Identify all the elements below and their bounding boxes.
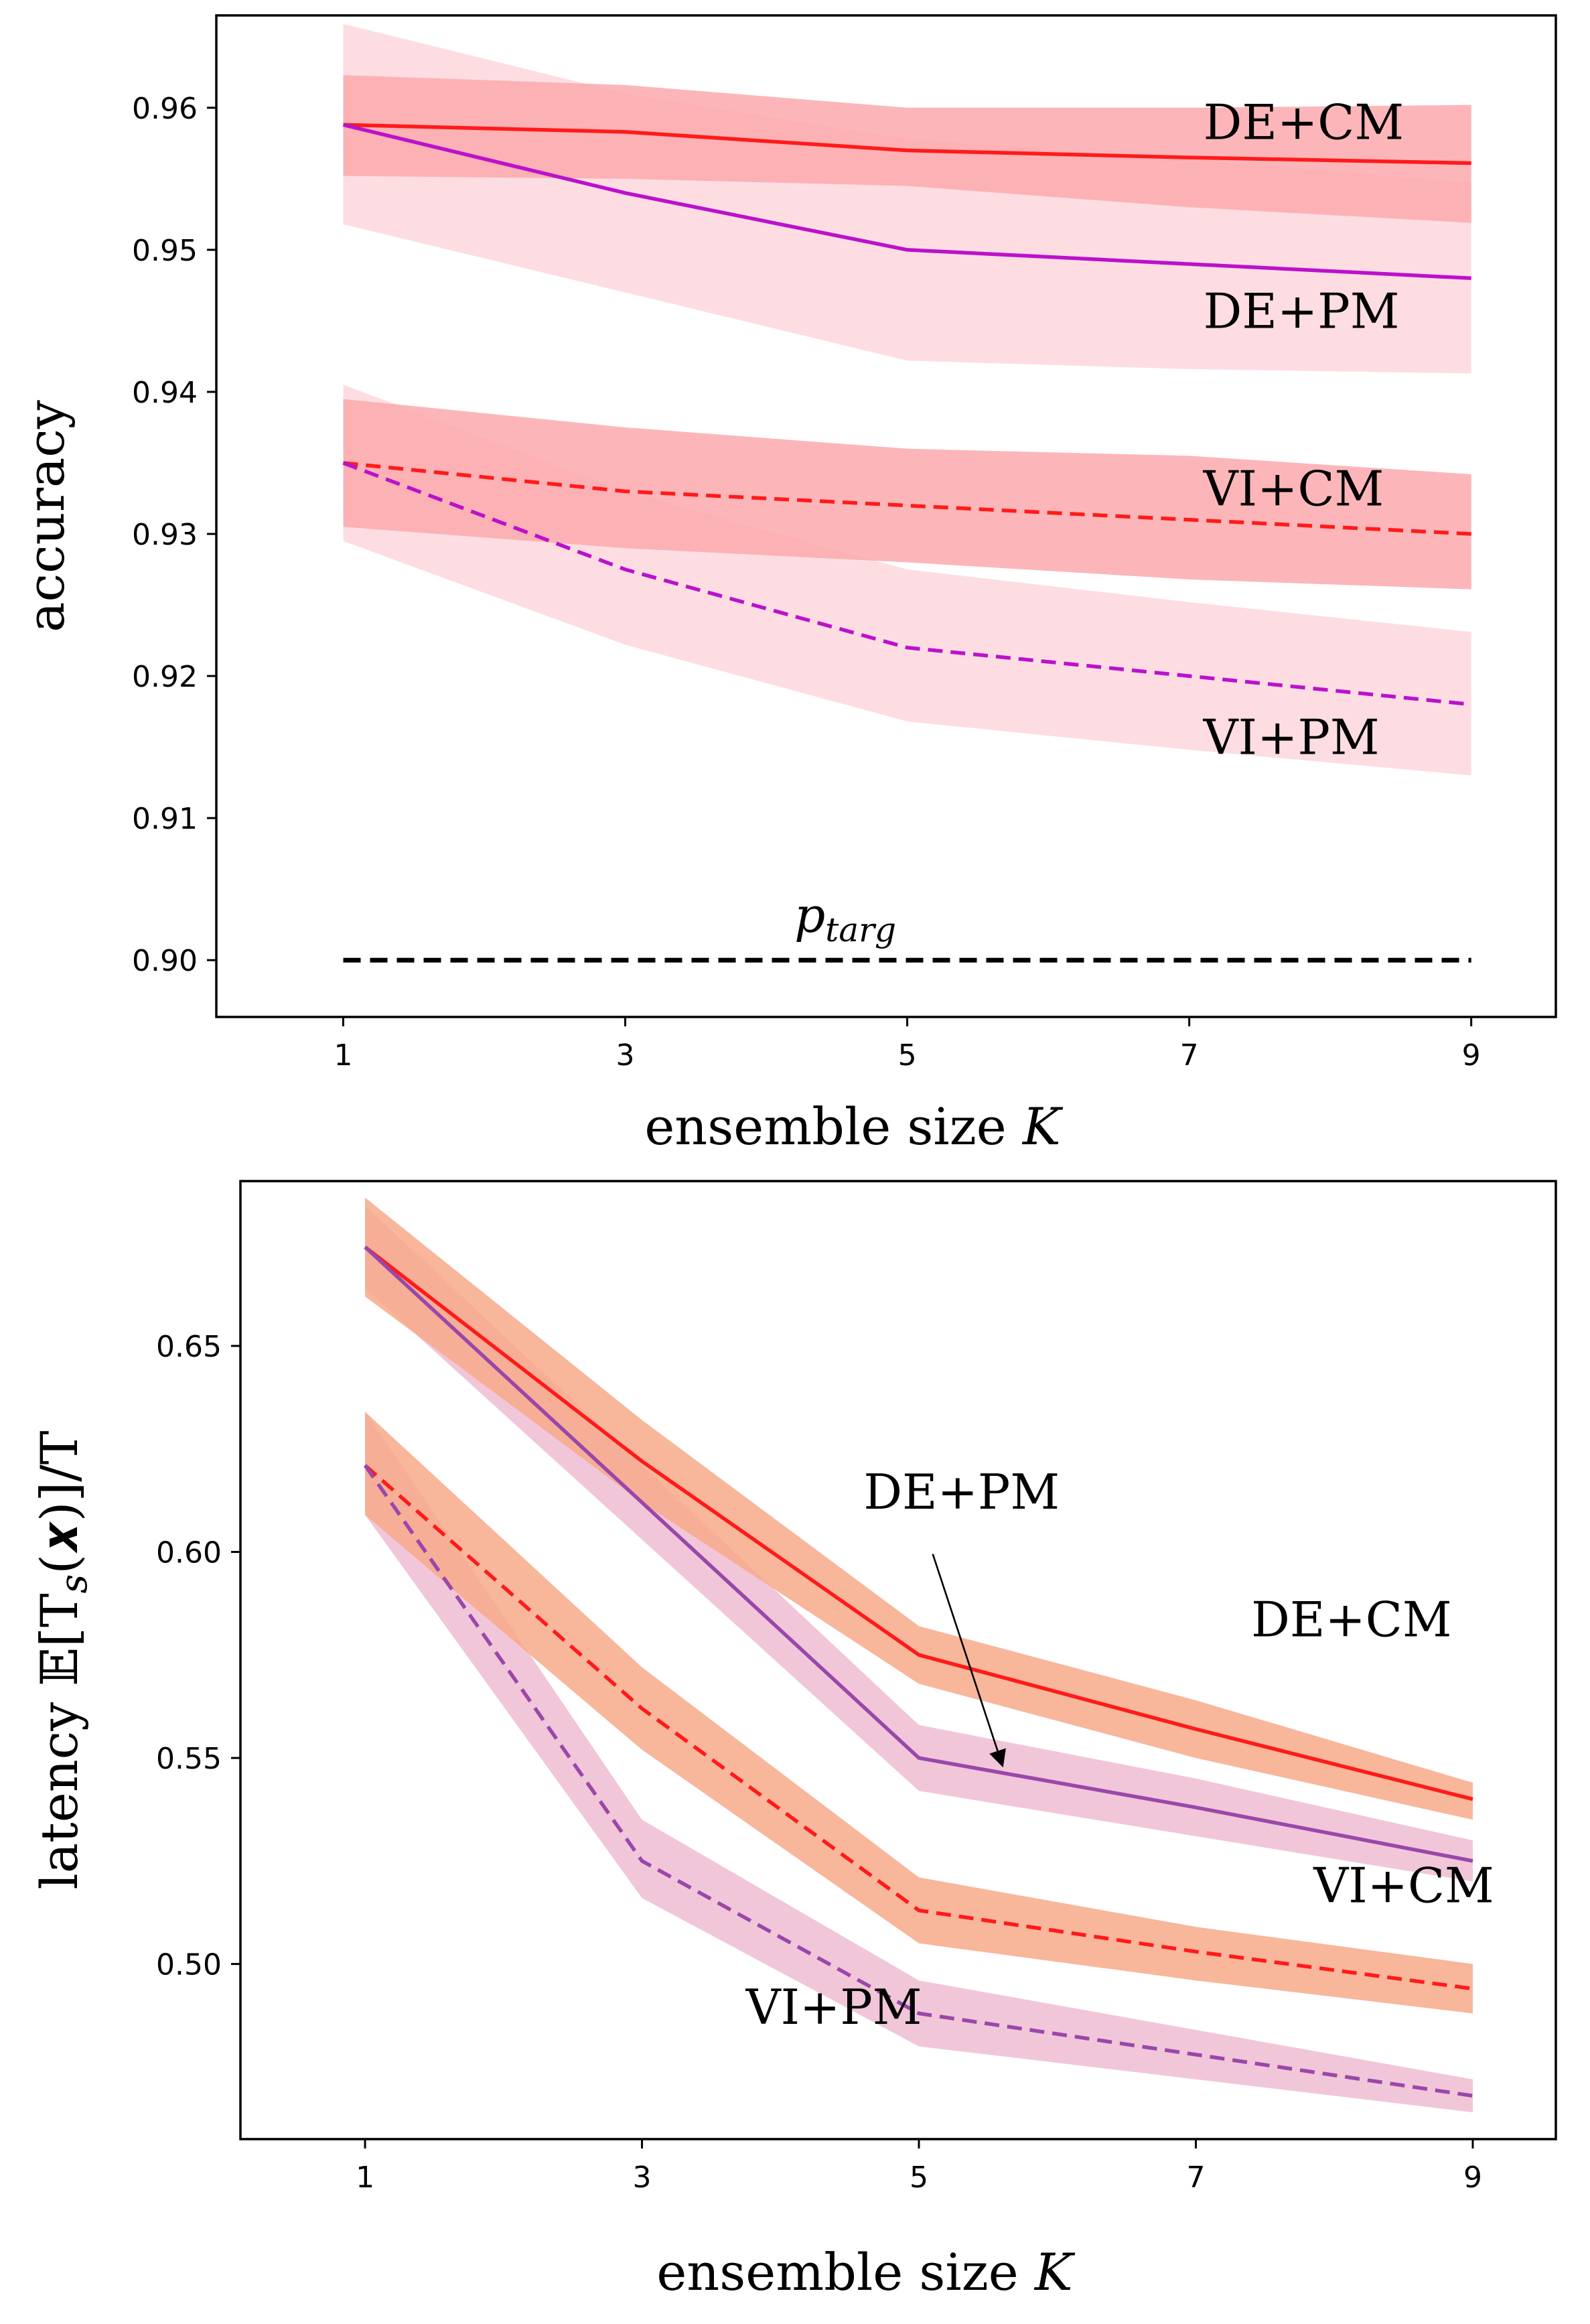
latency-label-de-pm: DE+PM xyxy=(863,1464,1060,1520)
latency-y-axis-label: latency 𝔼[Ts(𝒙)]/T xyxy=(29,1431,96,1890)
accuracy-point-de-pm-9 xyxy=(1470,277,1473,279)
accuracy-label-de-cm: DE+CM xyxy=(1204,94,1404,150)
accuracy-point-vi-cm-5 xyxy=(906,504,909,507)
latency-point-vi-pm-3 xyxy=(641,1860,644,1862)
accuracy-label-vi-cm: VI+CM xyxy=(1203,461,1384,517)
accuracy-xtick-label: 1 xyxy=(334,1038,352,1073)
accuracy-ytick-label: 0.94 xyxy=(132,376,198,410)
accuracy-point-de-cm-9 xyxy=(1470,162,1473,165)
accuracy-ytick-label: 0.91 xyxy=(132,802,198,836)
latency-point-de-pm-7 xyxy=(1195,1806,1198,1809)
accuracy-point-de-cm-7 xyxy=(1188,156,1191,159)
accuracy-point-de-pm-3 xyxy=(624,192,627,194)
accuracy-xtick-label: 5 xyxy=(898,1038,917,1073)
latency-label-vi-pm: VI+PM xyxy=(745,1979,922,2035)
accuracy-point-vi-pm-3 xyxy=(624,568,627,571)
latency-ytick-label: 0.55 xyxy=(156,1742,222,1776)
latency-chart: 1 3 5 7 9 0.50 0.55 0.60 0.65 ensemble size K late… xyxy=(29,1180,1557,2302)
latency-ytick-label: 0.60 xyxy=(156,1536,222,1570)
latency-point-vi-pm-7 xyxy=(1195,2053,1198,2056)
accuracy-point-vi-pm-9 xyxy=(1470,703,1473,706)
accuracy-point-vi-cm-9 xyxy=(1470,533,1473,535)
accuracy-point-de-pm-1 xyxy=(342,123,345,126)
accuracy-chart: 1 3 5 7 9 0.90 0.91 0.92 0.93 0.94 0.95 0.96 ensembl… xyxy=(16,14,1557,1156)
accuracy-axes-frame xyxy=(215,14,1557,1018)
accuracy-line-de-cm xyxy=(343,123,1471,165)
latency-xtick-label: 5 xyxy=(910,2161,928,2195)
accuracy-ytick-label: 0.93 xyxy=(132,518,198,552)
latency-axes-frame xyxy=(239,1180,1557,2140)
latency-line-de-cm xyxy=(364,1245,1473,1801)
latency-ytick-label: 0.50 xyxy=(156,1948,222,1982)
latency-point-vi-pm-1 xyxy=(364,1464,366,1466)
accuracy-point-de-cm-5 xyxy=(906,149,909,152)
accuracy-label-vi-pm: VI+PM xyxy=(1203,709,1380,766)
latency-ytick-label: 0.65 xyxy=(156,1330,222,1364)
latency-label-vi-cm: VI+CM xyxy=(1313,1857,1494,1913)
accuracy-point-de-pm-7 xyxy=(1188,263,1191,265)
accuracy-ytick-label: 0.96 xyxy=(132,92,198,126)
latency-point-de-pm-5 xyxy=(918,1757,920,1759)
latency-band-de-pm xyxy=(365,1205,1473,1882)
latency-xtick-label: 9 xyxy=(1463,2161,1482,2195)
latency-xtick-label: 1 xyxy=(356,2161,374,2195)
latency-label-de-cm: DE+CM xyxy=(1251,1592,1451,1648)
latency-xtick-label: 3 xyxy=(633,2161,652,2195)
latency-point-de-cm-7 xyxy=(1195,1728,1198,1730)
accuracy-ytick-label: 0.95 xyxy=(132,234,198,268)
accuracy-label-target: ptarg xyxy=(794,887,896,949)
accuracy-y-axis-label: accuracy xyxy=(16,400,76,632)
latency-band-vi-cm xyxy=(365,1412,1473,2014)
latency-xtick-label: 7 xyxy=(1186,2161,1205,2195)
latency-point-de-cm-3 xyxy=(641,1460,644,1462)
latency-point-vi-cm-3 xyxy=(641,1707,644,1710)
accuracy-plot-area xyxy=(342,23,1473,963)
accuracy-line-vi-pm xyxy=(342,461,1471,707)
accuracy-point-de-pm-5 xyxy=(906,249,909,251)
latency-line-vi-pm xyxy=(363,1464,1473,2098)
latency-band-vi-pm xyxy=(365,1412,1473,2112)
accuracy-xtick-label: 9 xyxy=(1462,1038,1481,1073)
latency-band-de-cm xyxy=(365,1197,1473,1820)
accuracy-point-target-9 xyxy=(1470,959,1473,961)
latency-line-de-pm xyxy=(364,1245,1473,1863)
latency-point-vi-cm-7 xyxy=(1195,1950,1198,1953)
accuracy-xtick-label: 7 xyxy=(1180,1038,1199,1073)
latency-x-axis-label: ensemble size K xyxy=(656,2242,1076,2302)
latency-point-vi-cm-9 xyxy=(1471,1988,1474,1990)
accuracy-point-de-cm-3 xyxy=(624,131,627,133)
latency-point-de-pm-3 xyxy=(641,1501,644,1504)
accuracy-point-vi-pm-1 xyxy=(342,462,345,464)
accuracy-line-de-pm xyxy=(342,123,1471,281)
accuracy-point-vi-cm-3 xyxy=(624,490,627,492)
latency-plot-area xyxy=(363,1197,1474,2112)
accuracy-point-vi-pm-5 xyxy=(906,646,909,649)
latency-point-vi-cm-5 xyxy=(918,1909,920,1912)
accuracy-ytick-label: 0.90 xyxy=(132,944,198,978)
accuracy-line-vi-cm xyxy=(343,461,1471,536)
accuracy-point-target-1 xyxy=(342,959,345,961)
accuracy-band-vi-cm xyxy=(343,399,1471,590)
latency-point-de-pm-1 xyxy=(364,1245,366,1248)
accuracy-label-de-pm: DE+PM xyxy=(1204,283,1400,340)
latency-point-de-cm-9 xyxy=(1471,1798,1474,1801)
accuracy-ytick-label: 0.92 xyxy=(132,660,198,694)
latency-point-vi-pm-9 xyxy=(1471,2094,1474,2097)
latency-annotation-arrow xyxy=(932,1554,1006,1768)
latency-line-vi-cm xyxy=(364,1464,1473,1991)
accuracy-point-vi-pm-7 xyxy=(1188,675,1191,677)
accuracy-point-vi-cm-7 xyxy=(1188,519,1191,521)
accuracy-xtick-label: 3 xyxy=(616,1038,635,1073)
latency-point-de-cm-5 xyxy=(918,1653,920,1656)
accuracy-x-axis-label: ensemble size K xyxy=(644,1097,1064,1156)
